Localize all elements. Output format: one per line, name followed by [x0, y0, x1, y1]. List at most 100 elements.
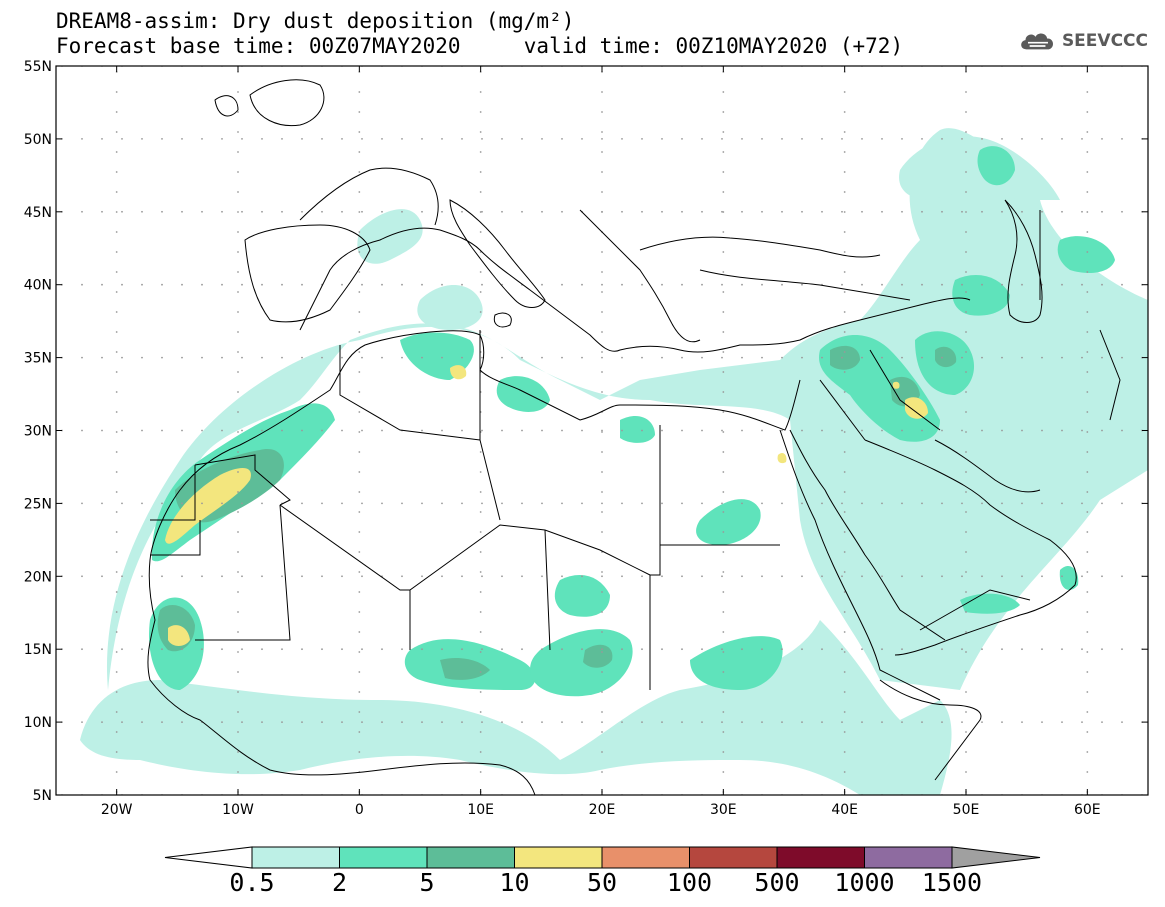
lon-tick-label: 30E: [710, 802, 737, 818]
graticule-dot: [161, 721, 163, 723]
graticule-dot: [965, 711, 967, 713]
colorbar-swatch: [601, 846, 690, 869]
graticule-dot: [722, 591, 725, 593]
graticule-dot: [881, 721, 883, 723]
graticule-dot: [1001, 721, 1003, 723]
dust-fields: [80, 128, 1148, 795]
graticule-dot: [601, 591, 603, 593]
graticule-dot: [965, 611, 967, 613]
graticule-dot: [722, 611, 725, 613]
colorbar-label: 100: [667, 868, 712, 897]
graticule-dot: [981, 429, 983, 432]
graticule-dot: [341, 648, 343, 651]
graticule-dot: [237, 131, 239, 133]
graticule-dot: [341, 283, 343, 286]
graticule-dot: [461, 648, 463, 651]
graticule-dot: [821, 721, 823, 723]
graticule-dot: [501, 429, 503, 432]
graticule-dot: [181, 283, 183, 286]
graticule-dot: [781, 721, 783, 723]
graticule-dot: [161, 502, 163, 505]
graticule-dot: [965, 451, 967, 453]
graticule-dot: [81, 138, 83, 140]
graticule-dot: [621, 721, 623, 723]
graticule-dot: [1121, 575, 1123, 578]
graticule-dot: [722, 491, 725, 493]
graticule-dot: [881, 210, 883, 213]
graticule-dot: [141, 356, 143, 359]
colorbar: 0.5 2 5 10 50 100 500 1000 1500: [164, 846, 1041, 897]
graticule-dot: [358, 731, 361, 733]
graticule-dot: [521, 648, 523, 651]
graticule-dot: [1101, 502, 1103, 505]
graticule-dot: [741, 429, 743, 432]
graticule-dot: [881, 356, 883, 359]
graticule-dot: [161, 648, 163, 651]
graticule-dot: [1086, 311, 1089, 313]
graticule-dot: [521, 356, 523, 359]
lon-tick-label: 10W: [222, 802, 254, 818]
graticule-dot: [121, 210, 123, 213]
graticule-dot: [1086, 551, 1089, 553]
graticule-dot: [941, 575, 943, 578]
graticule-dot: [841, 356, 843, 359]
graticule-dot: [821, 429, 823, 432]
graticule-dot: [601, 138, 603, 140]
graticule-dot: [401, 721, 403, 723]
graticule-dot: [921, 356, 923, 359]
graticule-dot: [1086, 451, 1089, 453]
graticule-dot: [601, 291, 603, 293]
graticule-dot: [1001, 648, 1003, 651]
graticule-dot: [421, 502, 423, 505]
graticule-dot: [843, 351, 846, 353]
graticule-dot: [843, 651, 846, 653]
graticule-dot: [581, 575, 583, 578]
graticule-dot: [761, 356, 763, 359]
graticule-dot: [479, 511, 482, 513]
graticule-dot: [741, 721, 743, 723]
graticule-dot: [821, 648, 823, 651]
graticule-dot: [841, 648, 843, 651]
graticule-dot: [1086, 151, 1089, 153]
graticule-dot: [781, 210, 783, 213]
graticule-dot: [843, 531, 846, 533]
graticule-dot: [1101, 721, 1103, 723]
graticule-dot: [481, 575, 483, 578]
graticule-dot: [237, 251, 239, 253]
graticule-dot: [841, 210, 843, 213]
graticule-dot: [781, 502, 783, 505]
graticule-dot: [781, 138, 783, 140]
graticule-dot: [301, 138, 303, 140]
graticule-dot: [181, 502, 183, 505]
map-plot-area: [61, 66, 1148, 795]
graticule-dot: [141, 210, 143, 213]
graticule-dot: [115, 531, 118, 533]
graticule-dot: [722, 631, 725, 633]
graticule-dot: [115, 331, 118, 333]
graticule-dot: [141, 648, 143, 651]
graticule-dot: [1061, 575, 1063, 578]
graticule-dot: [358, 131, 361, 133]
graticule-dot: [361, 575, 363, 578]
graticule-dot: [479, 271, 482, 273]
graticule-dot: [861, 721, 863, 723]
graticule-dot: [221, 138, 223, 140]
graticule-dot: [841, 721, 843, 723]
graticule-dot: [843, 171, 846, 173]
graticule-dot: [101, 502, 103, 505]
graticule-dot: [541, 429, 543, 432]
graticule-dot: [761, 721, 763, 723]
graticule-dot: [981, 138, 983, 140]
graticule-dot: [441, 356, 443, 359]
graticule-dot: [681, 502, 683, 505]
graticule-dot: [921, 429, 923, 432]
graticule-dot: [381, 648, 383, 651]
graticule-dot: [479, 751, 482, 753]
graticule-dot: [1086, 611, 1089, 613]
graticule-dot: [921, 210, 923, 213]
graticule-dot: [965, 531, 967, 533]
graticule-dot: [722, 271, 725, 273]
graticule-dot: [237, 471, 239, 473]
graticule-dot: [1041, 356, 1043, 359]
graticule-dot: [843, 271, 846, 273]
